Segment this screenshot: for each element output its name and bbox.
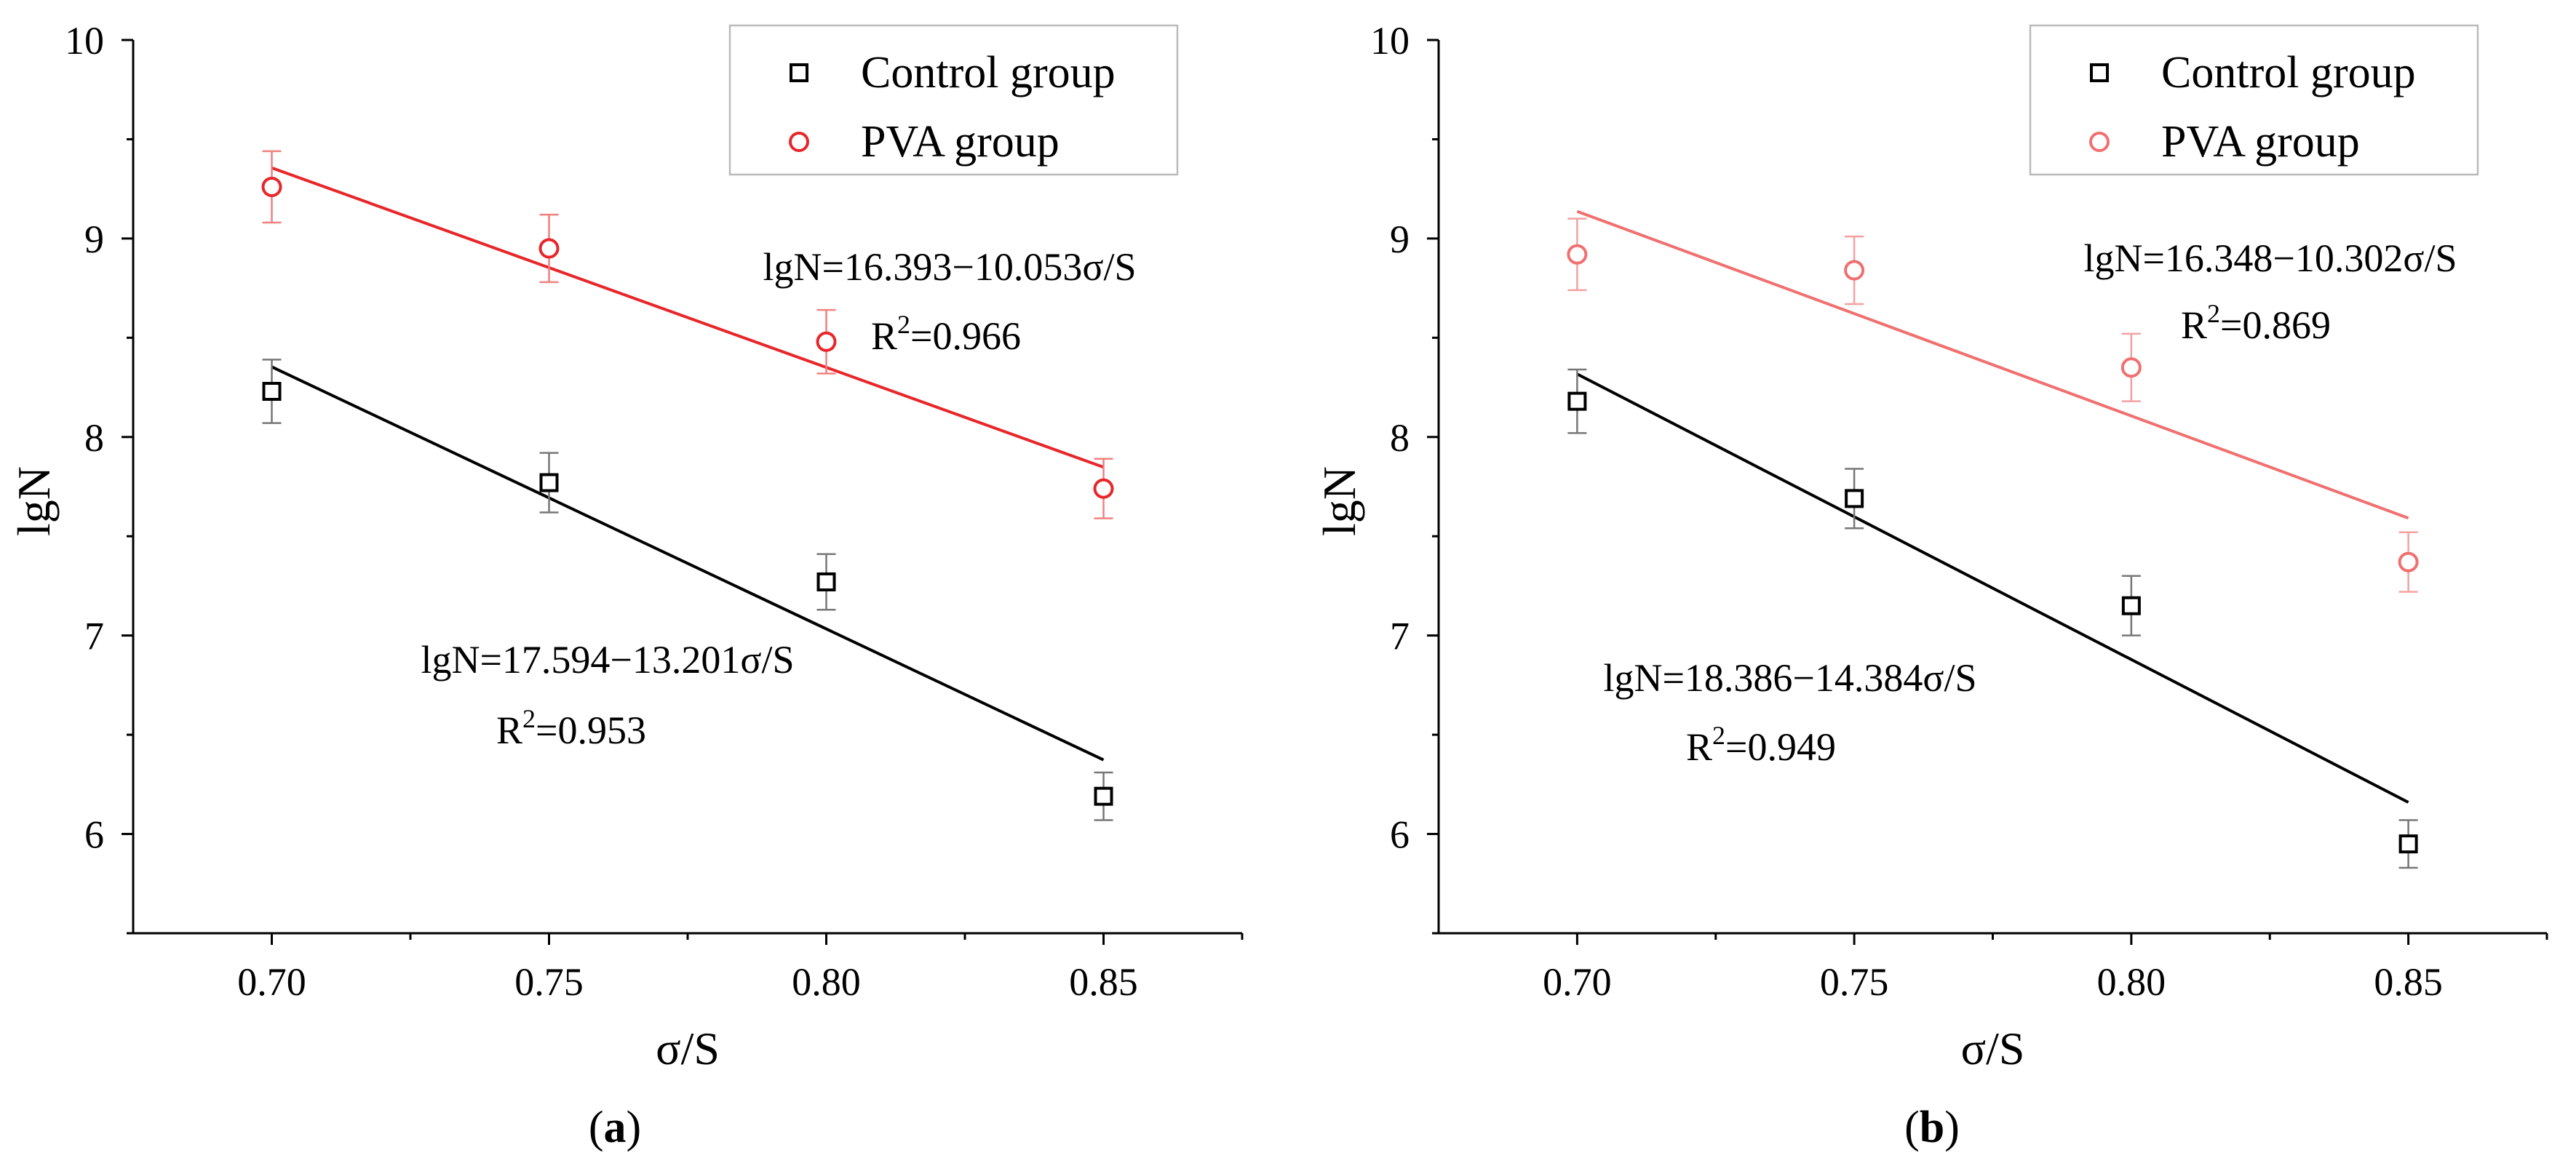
fit-equation: lgN=16.393−10.053σ/S bbox=[763, 245, 1136, 289]
legend-label: PVA group bbox=[861, 117, 1060, 167]
data-point bbox=[261, 176, 282, 197]
r-squared-symbol: R bbox=[871, 314, 897, 358]
chart-panel-b: 0.70 0.75 0.80 0.85 6 7 8 9 10 σ/S lgN lgN=18.386−1… bbox=[1313, 19, 2548, 1152]
x-tick-label: 0.85 bbox=[1069, 960, 1138, 1004]
series-pva: lgN=16.348−10.302σ/S R2=0.869 bbox=[1567, 209, 2457, 593]
legend-label: PVA group bbox=[2161, 117, 2360, 167]
y-tick-label: 9 bbox=[1390, 217, 1410, 261]
r-squared-value: =0.869 bbox=[2220, 303, 2331, 347]
legend-label: Control group bbox=[2161, 48, 2416, 97]
legend-marker bbox=[789, 132, 809, 152]
data-point bbox=[1844, 260, 1865, 281]
r-squared: R2=0.869 bbox=[2181, 299, 2331, 347]
data-point bbox=[1845, 489, 1864, 508]
series-control: lgN=18.386−14.384σ/S R2=0.949 bbox=[1567, 368, 2418, 869]
panel-label-close-paren: ) bbox=[1944, 1103, 1960, 1152]
x-tick-label: 0.80 bbox=[2097, 960, 2166, 1004]
r-squared-symbol: R bbox=[1686, 725, 1712, 769]
x-tick-label: 0.75 bbox=[514, 960, 584, 1004]
legend-label: Control group bbox=[861, 48, 1116, 97]
y-tick-label: 7 bbox=[1390, 615, 1410, 658]
x-tick-label: 0.75 bbox=[1820, 960, 1889, 1004]
chart-panel-a: 0.70 0.75 0.80 0.85 6 7 8 9 10 σ/S lgN lgN=17.594−1… bbox=[8, 19, 1244, 1152]
data-point bbox=[816, 331, 837, 352]
series-pva: lgN=16.393−10.053σ/S R2=0.966 bbox=[261, 150, 1137, 519]
y-axis-title: lgN bbox=[1313, 466, 1365, 536]
r-squared-superscript: 2 bbox=[897, 310, 910, 339]
data-point bbox=[538, 238, 560, 259]
y-tick-label: 10 bbox=[65, 19, 104, 63]
y-tick-label: 10 bbox=[1370, 19, 1410, 63]
legend-marker bbox=[790, 63, 808, 82]
legend: Control group PVA group bbox=[2029, 24, 2479, 176]
y-tick-label: 6 bbox=[84, 813, 104, 857]
data-point bbox=[1567, 244, 1588, 265]
fit-equation: lgN=16.348−10.302σ/S bbox=[2083, 236, 2457, 280]
x-tick-label: 0.70 bbox=[1543, 960, 1612, 1004]
x-axis-title: σ/S bbox=[656, 1023, 720, 1074]
y-tick-label: 6 bbox=[1390, 813, 1410, 857]
r-squared: R2=0.953 bbox=[496, 704, 646, 752]
data-point bbox=[539, 473, 559, 492]
x-tick-label: 0.85 bbox=[2374, 960, 2443, 1004]
panel-label: (b) bbox=[1904, 1103, 1960, 1152]
y-tick-label: 8 bbox=[1390, 416, 1410, 460]
panel-label-letter: b bbox=[1920, 1103, 1944, 1152]
legend-marker bbox=[2090, 63, 2109, 82]
legend: Control group PVA group bbox=[728, 24, 1179, 176]
y-tick-label: 7 bbox=[84, 615, 104, 658]
fit-line bbox=[271, 365, 1105, 762]
data-point bbox=[816, 572, 836, 591]
fit-line bbox=[1576, 372, 2409, 804]
data-point bbox=[1094, 786, 1113, 806]
r-squared-superscript: 2 bbox=[1712, 721, 1725, 750]
fit-line bbox=[271, 166, 1105, 469]
panel-label: (a) bbox=[589, 1103, 641, 1152]
r-squared-value: =0.949 bbox=[1725, 725, 1836, 769]
panel-label-close-paren: ) bbox=[627, 1103, 642, 1152]
x-tick-label: 0.80 bbox=[792, 960, 861, 1004]
panel-label-open-paren: ( bbox=[589, 1103, 604, 1152]
data-point bbox=[2121, 596, 2141, 615]
data-point bbox=[262, 382, 282, 402]
data-point bbox=[2398, 551, 2419, 572]
y-tick-label: 9 bbox=[84, 217, 104, 261]
data-point bbox=[1093, 478, 1114, 499]
panel-label-letter: a bbox=[604, 1103, 627, 1152]
r-squared-superscript: 2 bbox=[522, 704, 536, 733]
fit-equation: lgN=18.386−14.384σ/S bbox=[1603, 656, 1976, 700]
panel-label-open-paren: ( bbox=[1904, 1103, 1920, 1152]
x-tick-label: 0.70 bbox=[237, 960, 306, 1004]
legend-marker bbox=[2089, 132, 2110, 152]
r-squared-superscript: 2 bbox=[2207, 299, 2220, 328]
fit-line bbox=[1576, 209, 2409, 520]
data-point bbox=[2120, 357, 2142, 378]
y-axis-title: lgN bbox=[8, 466, 60, 536]
r-squared: R2=0.949 bbox=[1686, 721, 1836, 769]
r-squared-value: =0.953 bbox=[536, 708, 646, 752]
y-tick-label: 8 bbox=[84, 416, 104, 460]
r-squared: R2=0.966 bbox=[871, 310, 1021, 358]
x-axis-title: σ/S bbox=[1961, 1023, 2025, 1074]
fit-equation: lgN=17.594−13.201σ/S bbox=[421, 638, 794, 682]
r-squared-symbol: R bbox=[2181, 303, 2207, 347]
data-point bbox=[1567, 391, 1587, 411]
r-squared-value: =0.966 bbox=[910, 314, 1021, 358]
r-squared-symbol: R bbox=[496, 708, 522, 752]
series-control: lgN=17.594−13.201σ/S R2=0.953 bbox=[262, 359, 1113, 821]
data-point bbox=[2398, 834, 2418, 854]
